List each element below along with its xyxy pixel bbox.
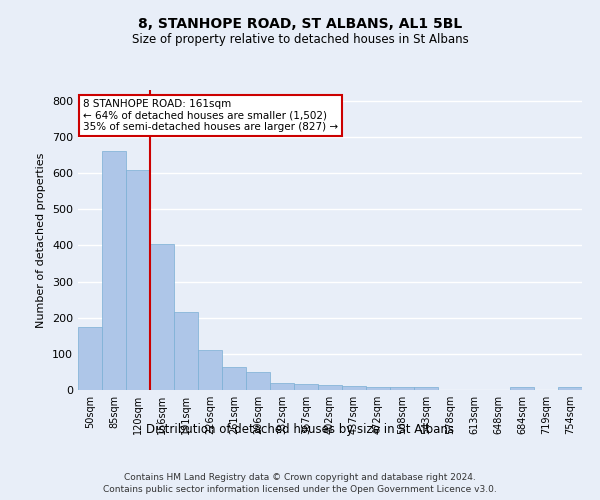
Bar — [366, 387, 390, 390]
Bar — [558, 388, 582, 390]
Bar — [342, 386, 366, 390]
Bar — [294, 384, 318, 390]
Bar — [174, 312, 198, 390]
Y-axis label: Number of detached properties: Number of detached properties — [37, 152, 46, 328]
Bar — [222, 366, 246, 390]
Bar — [318, 384, 342, 390]
Bar — [198, 350, 222, 390]
Text: Size of property relative to detached houses in St Albans: Size of property relative to detached ho… — [131, 32, 469, 46]
Text: 8 STANHOPE ROAD: 161sqm
← 64% of detached houses are smaller (1,502)
35% of semi: 8 STANHOPE ROAD: 161sqm ← 64% of detache… — [83, 99, 338, 132]
Bar — [414, 388, 438, 390]
Bar — [270, 384, 294, 390]
Text: Contains public sector information licensed under the Open Government Licence v3: Contains public sector information licen… — [103, 485, 497, 494]
Text: Distribution of detached houses by size in St Albans: Distribution of detached houses by size … — [146, 422, 454, 436]
Bar — [246, 372, 270, 390]
Bar — [150, 244, 174, 390]
Text: Contains HM Land Registry data © Crown copyright and database right 2024.: Contains HM Land Registry data © Crown c… — [124, 472, 476, 482]
Bar — [390, 387, 414, 390]
Bar — [78, 326, 102, 390]
Bar — [510, 388, 534, 390]
Bar — [102, 152, 126, 390]
Bar — [126, 170, 150, 390]
Text: 8, STANHOPE ROAD, ST ALBANS, AL1 5BL: 8, STANHOPE ROAD, ST ALBANS, AL1 5BL — [138, 18, 462, 32]
